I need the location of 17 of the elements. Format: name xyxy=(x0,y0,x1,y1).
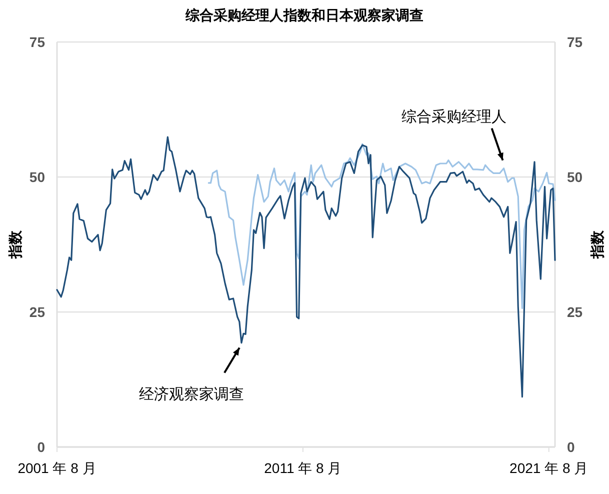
chart-title: 综合采购经理人指数和日本观察家调查 xyxy=(184,7,424,23)
x-tick-label: 2011 年 8 月 xyxy=(264,460,342,476)
y2-tick-label: 75 xyxy=(567,34,583,50)
y2-tick-label: 0 xyxy=(567,439,575,455)
y-tick-label: 25 xyxy=(29,304,46,320)
y-tick-label: 75 xyxy=(29,34,46,50)
annotation: 经济观察家调查 xyxy=(138,386,244,403)
y2-tick-label: 25 xyxy=(567,304,583,320)
line-series xyxy=(208,143,556,310)
y-tick-label: 0 xyxy=(37,439,46,455)
y-tick-label: 50 xyxy=(29,169,46,185)
y2-tick-label: 50 xyxy=(567,169,583,185)
annotation: 综合采购经理人 xyxy=(401,108,506,126)
y2-axis-title: 指数 xyxy=(589,230,605,260)
x-tick-label: 2021 年 8 月 xyxy=(510,460,588,476)
y-axis-title: 指数 xyxy=(7,230,23,260)
x-tick-label: 2001 年 8 月 xyxy=(18,460,96,476)
